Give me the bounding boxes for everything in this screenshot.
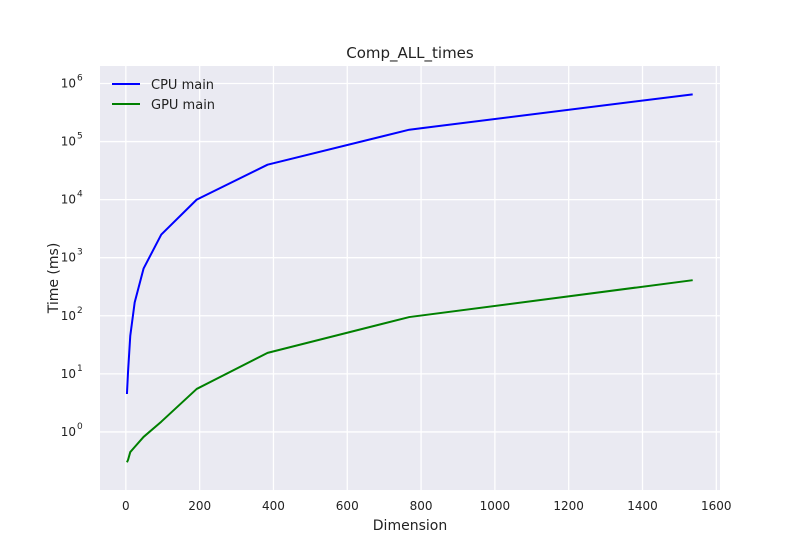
- x-tick-label: 0: [122, 499, 130, 513]
- y-tick-label: 10: [61, 76, 76, 90]
- x-tick-label: 200: [188, 499, 211, 513]
- x-tick-label: 1000: [480, 499, 511, 513]
- y-tick-label: 10: [61, 367, 76, 381]
- grid-lines: [100, 66, 720, 490]
- x-tick-label: 1200: [553, 499, 584, 513]
- x-tick-label: 1400: [627, 499, 658, 513]
- y-axis-label: Time (ms): [46, 243, 62, 315]
- legend-label-gpu-main: GPU main: [151, 98, 215, 113]
- series-line-gpu-main: [126, 279, 693, 463]
- y-tick-exponent: 4: [77, 190, 83, 200]
- y-tick-label: 10: [61, 251, 76, 265]
- x-axis-label: Dimension: [373, 518, 447, 534]
- y-tick-exponent: 2: [77, 306, 83, 316]
- y-tick-exponent: 1: [77, 364, 83, 374]
- series-line-cpu-main: [125, 93, 693, 395]
- legend: CPU main GPU main: [112, 78, 215, 113]
- y-tick-exponent: 6: [77, 73, 83, 83]
- x-tick-label: 800: [410, 499, 433, 513]
- chart-title: Comp_ALL_times: [346, 44, 474, 63]
- y-tick-exponent: 5: [77, 132, 83, 142]
- x-tick-label: 600: [336, 499, 359, 513]
- plot-background: [100, 66, 720, 490]
- series-lines: [125, 93, 693, 463]
- x-axis-ticks: 0 200 400 600 800 1000 1200 1400 1600: [122, 499, 732, 513]
- x-tick-label: 400: [262, 499, 285, 513]
- y-tick-label: 10: [61, 135, 76, 149]
- y-tick-label: 10: [61, 193, 76, 207]
- y-tick-exponent: 0: [77, 422, 83, 432]
- y-tick-label: 10: [61, 309, 76, 323]
- y-tick-label: 10: [61, 425, 76, 439]
- legend-label-cpu-main: CPU main: [151, 78, 214, 93]
- x-tick-label: 1600: [701, 499, 732, 513]
- y-tick-exponent: 3: [77, 248, 83, 258]
